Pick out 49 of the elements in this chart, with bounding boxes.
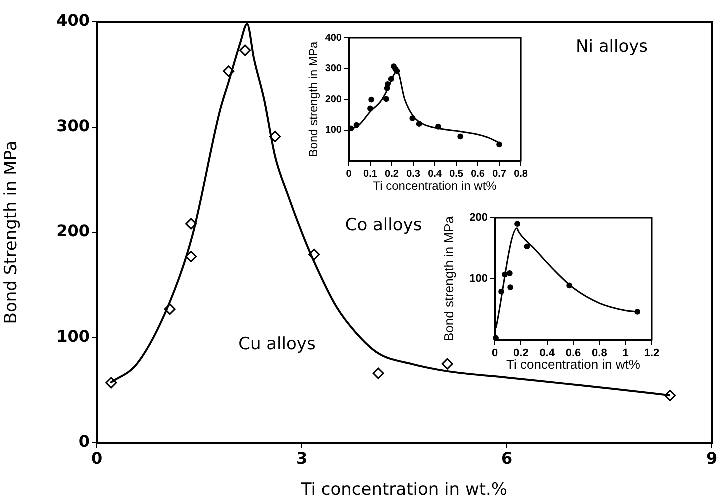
y-tick-label: 200	[470, 212, 488, 224]
x-axis-title: Ti concentration in wt%	[373, 179, 498, 194]
point	[383, 96, 390, 102]
x-tick-label: 0.6	[471, 168, 486, 180]
y-tick-label: 100	[56, 326, 90, 346]
y-tick-label: 200	[56, 222, 90, 241]
point	[372, 368, 384, 380]
y-tick-label: 300	[325, 64, 342, 74]
point	[368, 96, 375, 103]
y-tick-label: 300	[56, 116, 90, 136]
x-tick-label: 0.7	[492, 168, 507, 180]
x-tick-label: 6	[501, 448, 513, 468]
y-tick-label: 0	[78, 432, 90, 452]
point	[186, 218, 198, 230]
x-tick-label: 0.5	[450, 168, 464, 180]
y-tick-label: 100	[470, 273, 488, 286]
point	[458, 134, 464, 140]
y-tick-label: 200	[325, 94, 342, 106]
annotation: Cu alloys	[238, 334, 316, 354]
point	[270, 130, 282, 142]
x-tick-label: 0	[91, 448, 103, 468]
point	[496, 142, 502, 148]
point	[186, 250, 198, 262]
x-axis-title: Ti concentration in wt.%	[300, 480, 508, 500]
x-tick-label: 0.1	[364, 168, 378, 180]
x-tick-label: 0	[346, 168, 352, 180]
point	[514, 221, 520, 228]
x-tick-label: 0.8	[514, 168, 528, 180]
point	[634, 308, 641, 315]
point	[506, 270, 513, 276]
x-tick-label: 0	[492, 348, 498, 360]
point	[240, 44, 252, 56]
x-tick-label: 1.2	[644, 348, 660, 360]
y-axis-title: Bond strength in MPa	[306, 41, 321, 158]
point	[508, 284, 514, 290]
x-tick-label: 0.4	[428, 168, 442, 180]
x-tick-label: 9	[706, 448, 718, 468]
x-tick-label: 0.2	[385, 168, 400, 180]
x-tick-label: 0.3	[406, 168, 421, 180]
annotation: Co alloys	[345, 215, 422, 236]
annotation: Ni alloys	[576, 37, 648, 58]
y-tick-label: 400	[325, 32, 342, 44]
y-tick-label: 400	[56, 11, 90, 30]
y-axis-title: Bond Strength in MPa	[2, 140, 22, 324]
x-tick-label: 3	[296, 448, 308, 468]
y-axis-title: Bond strength in MPa	[441, 216, 456, 342]
y-tick-label: 100	[325, 125, 342, 136]
point	[524, 244, 530, 250]
point	[442, 358, 454, 370]
